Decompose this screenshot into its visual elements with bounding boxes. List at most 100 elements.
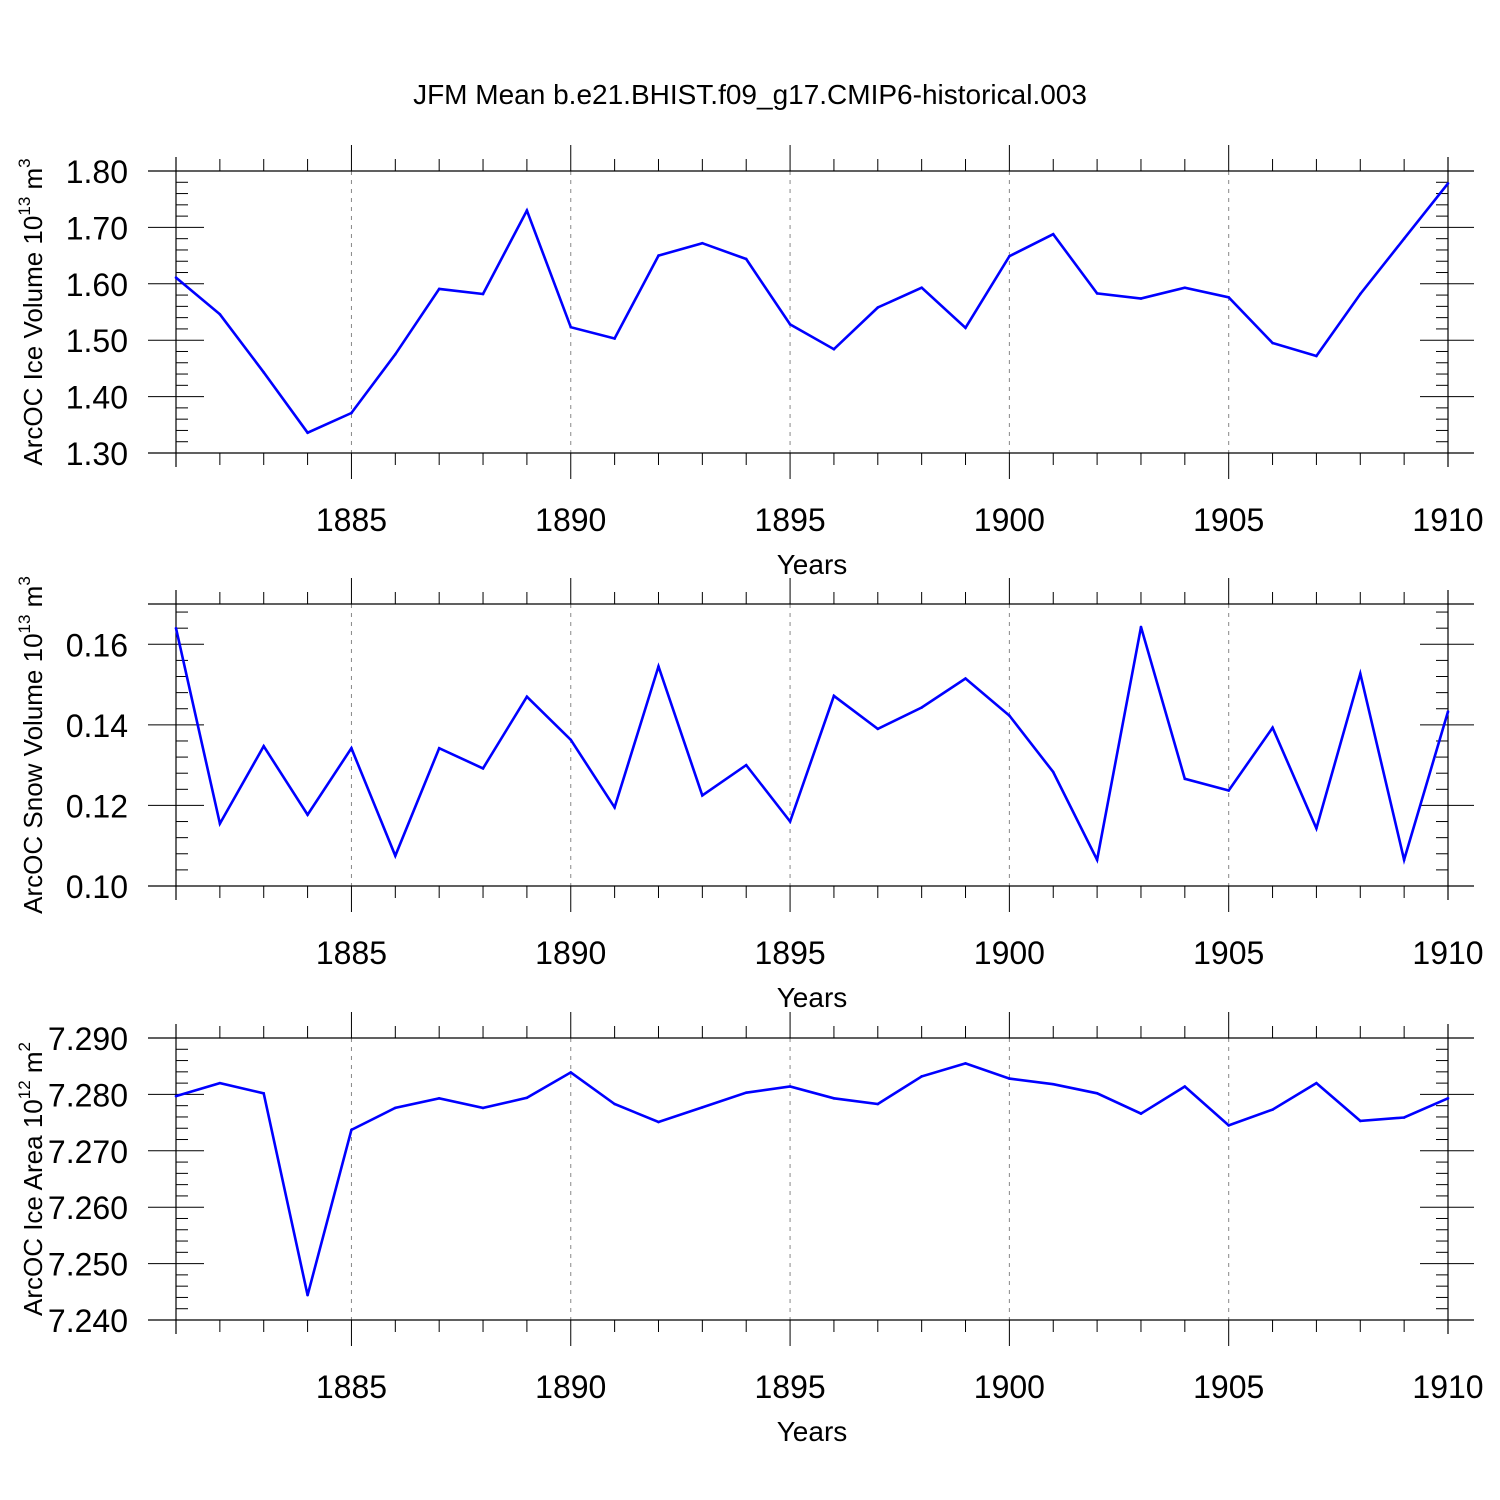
y-tick-label: 0.10 [66,869,128,905]
y-tick-label: 1.70 [66,210,128,246]
data-point [1358,292,1362,296]
y-axis-label-exponent: 12 [15,1080,34,1099]
data-point [1358,672,1362,675]
data-point [1139,1112,1143,1115]
data-point [1095,858,1099,862]
data-point [1008,1077,1011,1080]
data-point [1095,292,1099,295]
data-point [613,1102,616,1106]
data-point [1315,354,1318,358]
y-axis-label-main: ArcOC Ice Area 10 [18,1099,48,1316]
data-point [262,1091,266,1095]
data-point [306,1293,309,1297]
data-point [876,1102,880,1106]
data-point [394,854,397,858]
panel-snow-volume: 1885 1890 1895 1900 1905 1910 0.10 0.12 0.14 0.16… [15,576,1484,1013]
data-point [1446,182,1450,185]
data-point [1446,1097,1450,1100]
y-tick-label: 1.80 [66,154,128,190]
x-tick-label: 1910 [1412,502,1483,538]
data-point [964,1062,967,1065]
y-tick-label: 7.240 [48,1303,128,1339]
data-point [569,325,573,329]
data-point [788,1085,792,1088]
data-point [218,312,222,316]
y-axis-label-main: ArcOC Snow Volume 10 [18,633,48,913]
y-axis-label-unit: m [18,1051,48,1080]
x-tick-label: 1895 [754,1369,825,1405]
data-point [350,1128,353,1132]
data-point [1271,726,1274,729]
data-point [218,822,222,825]
data-point [1051,770,1055,774]
data-point [657,1120,660,1124]
data-point [525,695,529,698]
y-axis-label: ArcOC Snow Volume 1013 m3 [15,576,48,914]
x-tick-label: 1900 [974,1369,1045,1405]
y-tick-label: 7.270 [48,1134,128,1170]
y-axis-label-exponent: 13 [15,615,34,634]
data-point [1183,777,1187,781]
series-line-ice-area [175,1062,1449,1296]
y-tick-label: 0.14 [66,708,128,744]
data-point [1271,1108,1274,1111]
x-tick-label: 1895 [754,935,825,971]
x-axis-label: Years [777,1416,848,1447]
data-point [481,1106,485,1110]
data-point [525,1096,529,1100]
data-point [174,626,178,630]
data-point [744,763,748,767]
data-point [832,1097,836,1100]
data-point [744,257,748,261]
y-axis-label-unit-exponent: 2 [15,1042,34,1051]
data-point [1402,237,1406,240]
data-point [1271,341,1274,345]
y-axis-label-unit: m [18,168,48,197]
x-tick-label: 1905 [1193,1369,1264,1405]
y-axis-label-unit: m [18,586,48,615]
y-tick-label: 7.280 [48,1077,128,1113]
data-point [701,794,704,797]
data-point [262,371,266,374]
data-point [701,241,704,245]
panel-ice-area: 1885 1890 1895 1900 1905 1910 7.240 7.250 7.260 7… [15,1012,1484,1447]
data-point [1183,1085,1187,1088]
data-point [876,306,880,309]
data-point [964,326,967,330]
data-point [920,286,923,290]
y-tick-label: 7.250 [48,1247,128,1283]
data-point [1227,789,1230,792]
data-point [876,727,880,731]
y-tick-label: 0.12 [66,788,128,824]
data-point [744,1091,748,1095]
chart-title: JFM Mean b.e21.BHIST.f09_g17.CMIP6-histo… [413,79,1087,110]
data-point [174,276,178,279]
data-point [1227,1124,1230,1127]
data-point [1446,710,1450,713]
x-tick-label: 1895 [754,502,825,538]
y-axis-label-exponent: 13 [15,197,34,216]
data-point [1402,858,1406,862]
data-point [306,431,309,434]
plot-area [148,171,1474,453]
y-axis-label: ArcOC Ice Volume 1013 m3 [15,158,48,465]
data-point [1358,1119,1362,1123]
y-tick-label: 7.290 [48,1021,128,1057]
x-tick-label: 1905 [1193,502,1264,538]
x-axis-label: Years [777,549,848,580]
data-point [1183,286,1187,290]
data-point [1139,625,1143,629]
panel-ice-volume: 1885 1890 1895 1900 1905 1910 1.30 1.40 1.50 1.60… [15,145,1484,580]
data-point [920,1075,923,1078]
x-tick-label: 1900 [974,935,1045,971]
data-point [306,813,309,816]
data-point [394,353,397,356]
data-point [481,292,485,296]
x-tick-label: 1885 [316,935,387,971]
plot-area [148,1038,1474,1320]
data-point [613,337,616,340]
data-point [1315,827,1318,830]
data-point [481,767,485,770]
y-axis-label: ArcOC Ice Area 1012 m2 [15,1042,48,1316]
